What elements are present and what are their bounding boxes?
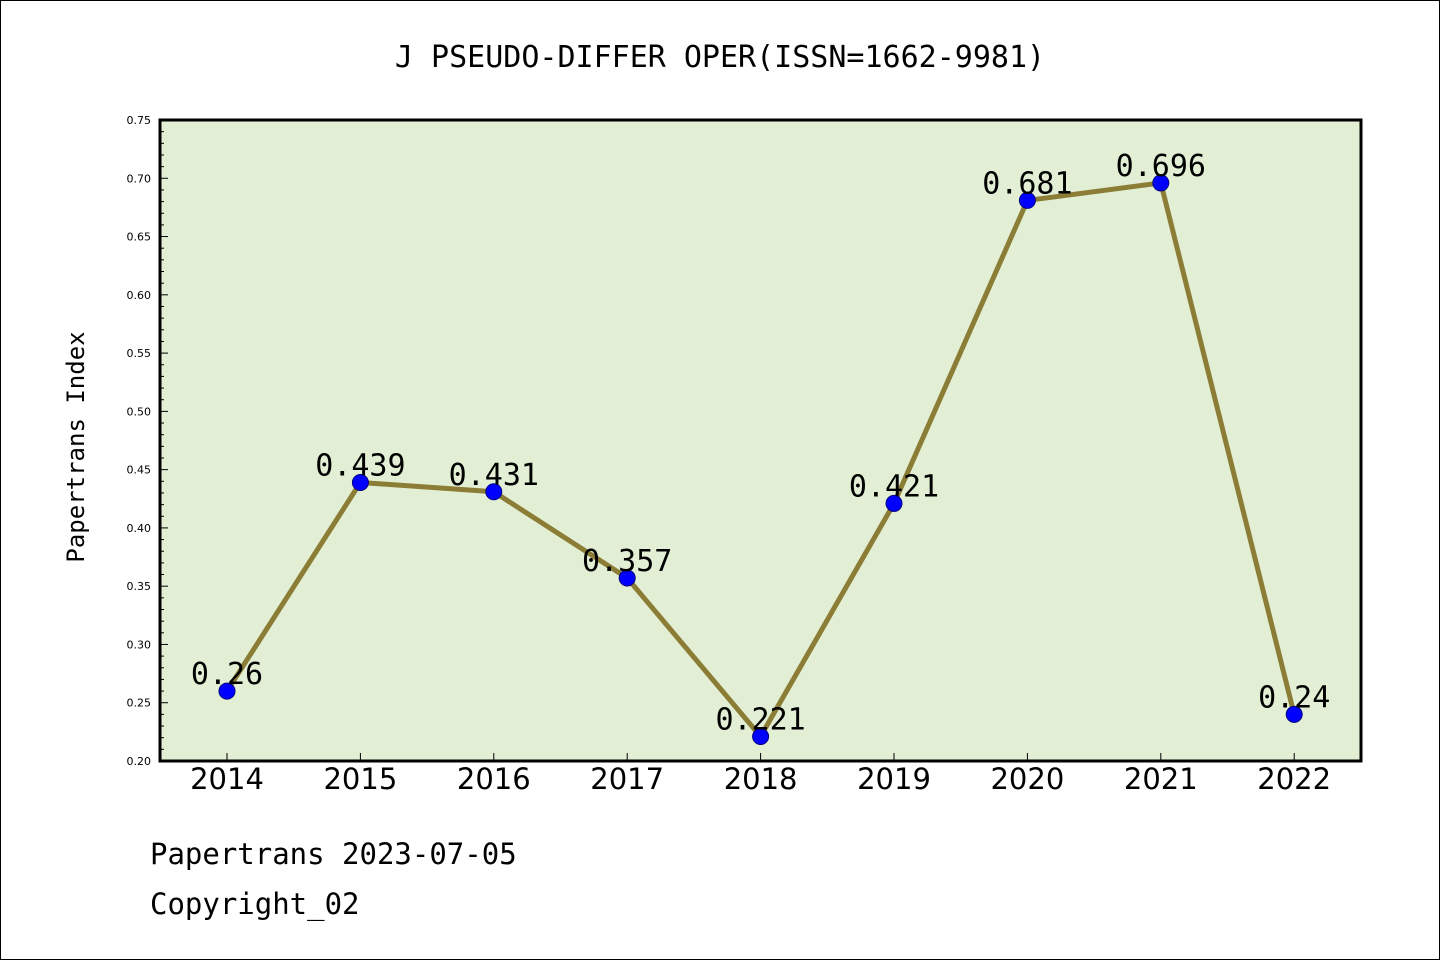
x-tick-label: 2020	[990, 762, 1064, 796]
data-label: 0.431	[449, 458, 539, 493]
x-tick-label: 2015	[323, 762, 397, 796]
y-tick-label: 0.30	[127, 638, 152, 651]
y-axis: 0.20 0.25 0.30 0.35 0.40 0.45 0.50 0.55 0.60 0.65…	[127, 114, 168, 768]
footer-date: Papertrans 2023-07-05	[150, 837, 517, 871]
chart-title: J PSEUDO-DIFFER OPER(ISSN=1662-9981)	[395, 40, 1045, 75]
x-tick-label: 2014	[190, 762, 264, 796]
y-tick-label: 0.60	[127, 289, 152, 302]
x-axis: 2014 2015 2016 2017 2018 2019 2020 2021 2022	[190, 753, 1331, 796]
x-tick-label: 2022	[1257, 762, 1331, 796]
data-labels: 0.26 0.439 0.431 0.357 0.221 0.421 0.681 0.696 0…	[191, 149, 1330, 738]
y-tick-label: 0.35	[127, 580, 152, 593]
data-point	[351, 473, 369, 491]
data-label: 0.681	[982, 166, 1072, 201]
data-point	[1285, 705, 1303, 723]
data-point	[485, 483, 503, 501]
y-tick-label: 0.25	[127, 697, 152, 710]
data-label: 0.26	[191, 657, 263, 692]
x-tick-label: 2018	[724, 762, 798, 796]
x-tick-label: 2021	[1124, 762, 1198, 796]
x-tick-label: 2019	[857, 762, 931, 796]
data-label: 0.24	[1258, 680, 1330, 715]
y-tick-label: 0.65	[127, 231, 152, 244]
x-tick-label: 2017	[590, 762, 664, 796]
data-label: 0.439	[315, 448, 405, 483]
data-point	[1152, 174, 1170, 192]
x-tick-label: 2016	[457, 762, 531, 796]
data-point	[1018, 191, 1036, 209]
footer-copyright: Copyright_02	[150, 887, 360, 922]
y-tick-label: 0.75	[127, 114, 152, 127]
y-tick-label: 0.45	[127, 464, 152, 477]
y-axis-label: Papertrans Index	[62, 331, 90, 562]
data-label: 0.221	[715, 703, 805, 738]
data-label: 0.421	[849, 469, 939, 504]
data-markers	[218, 174, 1303, 746]
y-tick-label: 0.40	[127, 522, 152, 535]
data-point	[618, 569, 636, 587]
data-label: 0.357	[582, 544, 672, 579]
data-point	[752, 728, 770, 746]
data-point	[885, 494, 903, 512]
y-tick-label: 0.70	[127, 172, 152, 185]
y-tick-label: 0.55	[127, 347, 152, 360]
data-point	[218, 682, 236, 700]
y-tick-label: 0.50	[127, 405, 152, 418]
y-tick-label: 0.20	[127, 755, 152, 768]
plot-area	[158, 118, 1363, 763]
data-label: 0.696	[1116, 149, 1206, 184]
